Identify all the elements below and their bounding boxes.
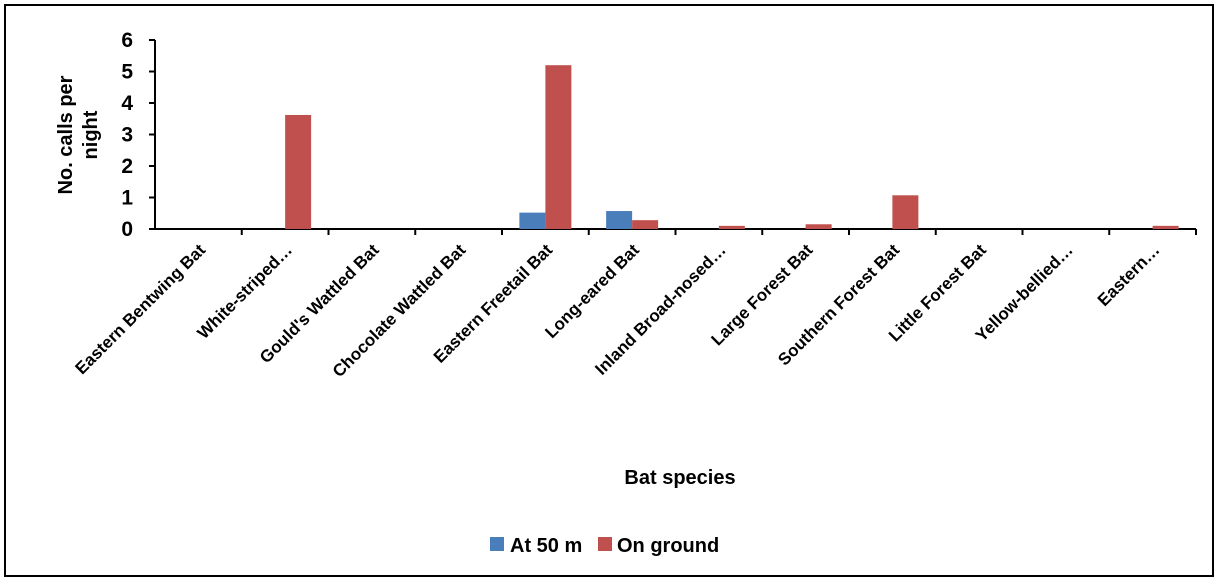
chart-frame	[4, 4, 1214, 577]
legend-swatch-on-ground	[598, 537, 612, 551]
bar-on-ground-4[interactable]	[545, 65, 572, 229]
bar-on-ground-7[interactable]	[805, 224, 832, 229]
y-tick-label: 5	[121, 61, 133, 84]
x-tick-label: Long-eared Bat	[541, 240, 643, 342]
x-tick-label: Eastern Bentwing Bat	[72, 240, 210, 378]
y-tick-label: 3	[121, 124, 133, 147]
axes	[154, 40, 1196, 230]
legend-label-on-ground: On ground	[617, 535, 719, 557]
bar-on-ground-8[interactable]	[892, 195, 919, 229]
x-tick-label: Eastern…	[1094, 240, 1164, 310]
legend-label-at-50m: At 50 m	[510, 535, 582, 557]
bar-at-50m-5[interactable]	[606, 211, 633, 229]
legend[interactable]: At 50 m On ground	[490, 535, 719, 557]
x-tick-label: White-striped…	[194, 240, 296, 342]
x-axis-title: Bat species	[624, 467, 735, 489]
y-axis-title-line-1: No. calls per	[55, 75, 77, 194]
x-tick-labels: Eastern Bentwing BatWhite-striped…Gould'…	[72, 229, 1197, 381]
bar-at-50m-4[interactable]	[519, 212, 546, 229]
bar-on-ground-6[interactable]	[718, 225, 745, 229]
bar-on-ground-5[interactable]	[632, 220, 659, 229]
bar-on-ground-1[interactable]	[285, 114, 312, 229]
bar-on-ground-11[interactable]	[1152, 225, 1179, 229]
y-tick-label: 4	[121, 92, 133, 115]
y-tick-label: 2	[121, 155, 133, 178]
bars	[285, 65, 1179, 229]
y-ticks: 0 1 2 3 4 5 6	[121, 29, 155, 241]
y-tick-label: 1	[121, 187, 133, 210]
y-tick-label: 0	[121, 218, 133, 241]
y-tick-label: 6	[121, 29, 133, 52]
legend-swatch-at-50m	[490, 537, 504, 551]
y-axis-title-line-2: night	[80, 110, 102, 159]
